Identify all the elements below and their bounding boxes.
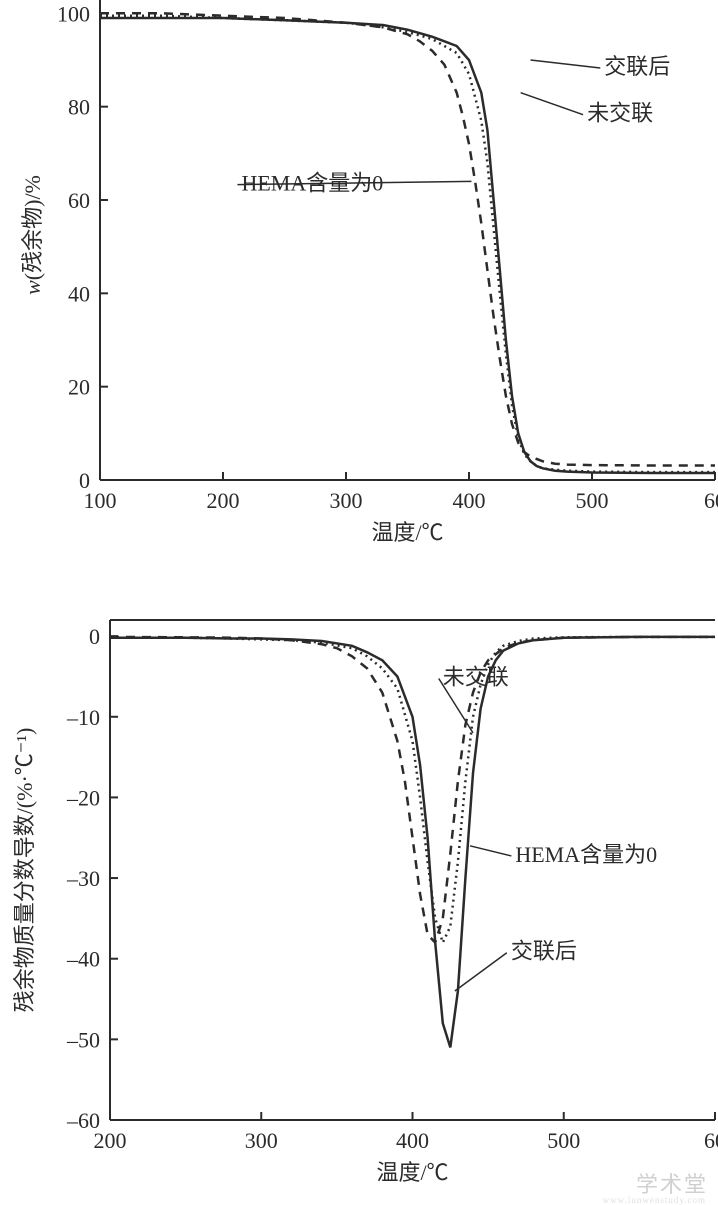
svg-text:w(残余物)/%: w(残余物)/% [20,175,45,295]
svg-text:–50: –50 [66,1027,100,1052]
svg-text:80: 80 [68,95,90,120]
dtg-chart: 20030040050060–60–50–40–30–20–100温度/℃残余物… [0,600,718,1200]
svg-text:HEMA含量为0: HEMA含量为0 [241,171,383,196]
svg-text:–10: –10 [66,705,100,730]
svg-text:200: 200 [207,488,240,513]
svg-text:60: 60 [68,188,90,213]
watermark-sub: www.lunwenstudy.com [603,1195,706,1205]
svg-text:0: 0 [79,468,90,493]
svg-text:温度/℃: 温度/℃ [371,520,443,545]
svg-text:未交联: 未交联 [587,101,653,126]
svg-text:交联后: 交联后 [511,939,577,964]
svg-text:400: 400 [453,488,486,513]
svg-text:500: 500 [576,488,609,513]
svg-text:60: 60 [704,488,718,513]
svg-text:60: 60 [704,1128,718,1153]
svg-text:温度/℃: 温度/℃ [376,1160,448,1185]
svg-text:残余物质量分数导数/(%·℃⁻¹): 残余物质量分数导数/(%·℃⁻¹) [12,728,37,1013]
svg-text:500: 500 [547,1128,580,1153]
page-root: 10020030040050060020406080100温度/℃w(残余物)/… [0,0,718,1205]
svg-text:40: 40 [68,281,90,306]
svg-text:20: 20 [68,375,90,400]
svg-text:–30: –30 [66,866,100,891]
svg-text:400: 400 [396,1128,429,1153]
svg-text:–20: –20 [66,785,100,810]
svg-text:300: 300 [245,1128,278,1153]
svg-text:HEMA含量为0: HEMA含量为0 [515,842,657,867]
svg-text:–40: –40 [66,947,100,972]
svg-text:交联后: 交联后 [604,54,670,79]
svg-text:0: 0 [89,624,100,649]
tga-chart: 10020030040050060020406080100温度/℃w(残余物)/… [0,0,718,566]
svg-text:300: 300 [330,488,363,513]
svg-text:100: 100 [57,1,90,26]
svg-text:未交联: 未交联 [443,665,509,690]
svg-text:–60: –60 [66,1108,100,1133]
